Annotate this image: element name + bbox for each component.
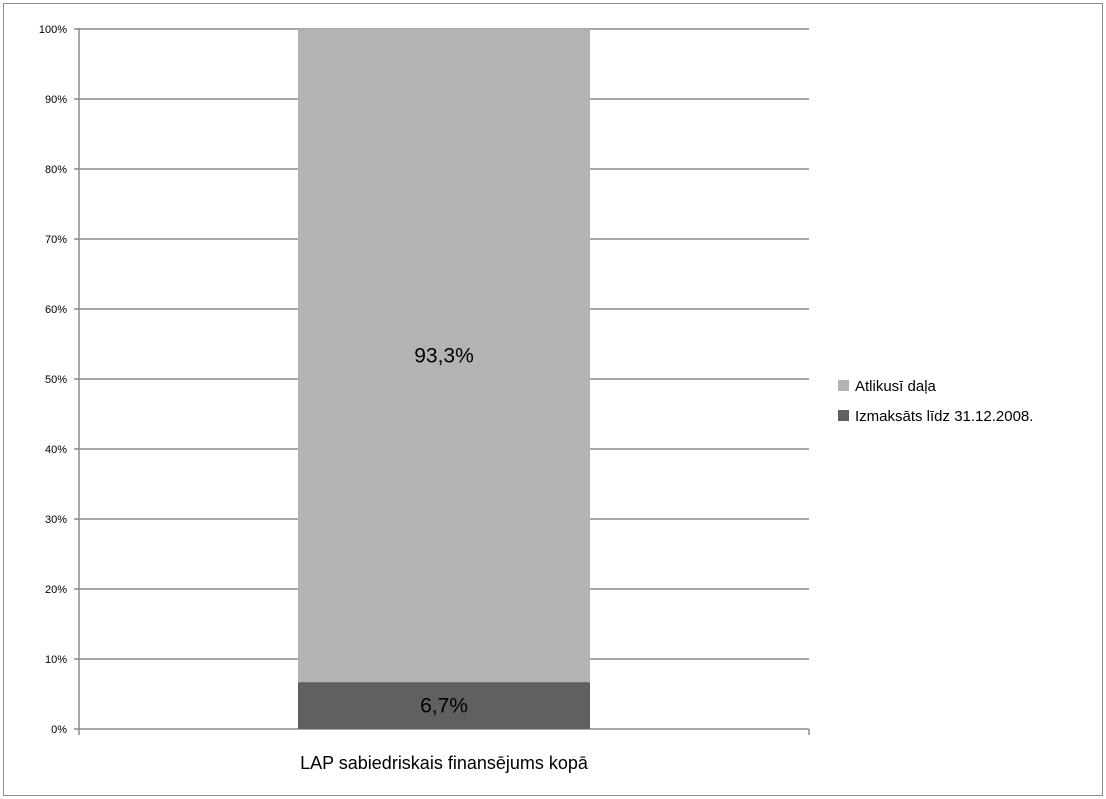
legend-label: Izmaksāts līdz 31.12.2008. bbox=[855, 408, 1033, 425]
y-tick-label: 70% bbox=[45, 234, 67, 246]
data-label: 93,3% bbox=[414, 345, 474, 368]
legend-label: Atlikusī daļa bbox=[855, 378, 937, 395]
y-tick-label: 40% bbox=[45, 444, 67, 456]
y-tick-label: 30% bbox=[45, 514, 67, 526]
y-tick-label: 20% bbox=[45, 584, 67, 596]
y-tick-label: 90% bbox=[45, 94, 67, 106]
y-tick-label: 100% bbox=[39, 24, 67, 36]
bar-segment bbox=[298, 29, 590, 683]
legend-swatch bbox=[838, 410, 849, 421]
legend-swatch bbox=[838, 380, 849, 391]
y-tick-label: 60% bbox=[45, 304, 67, 316]
data-label: 6,7% bbox=[420, 695, 468, 718]
y-tick-label: 10% bbox=[45, 654, 67, 666]
x-category-label: LAP sabiedriskais finansējums kopā bbox=[300, 753, 589, 773]
y-tick-label: 50% bbox=[45, 374, 67, 386]
y-tick-label: 80% bbox=[45, 164, 67, 176]
bar-segment bbox=[298, 682, 590, 729]
y-tick-label: 0% bbox=[51, 724, 67, 736]
